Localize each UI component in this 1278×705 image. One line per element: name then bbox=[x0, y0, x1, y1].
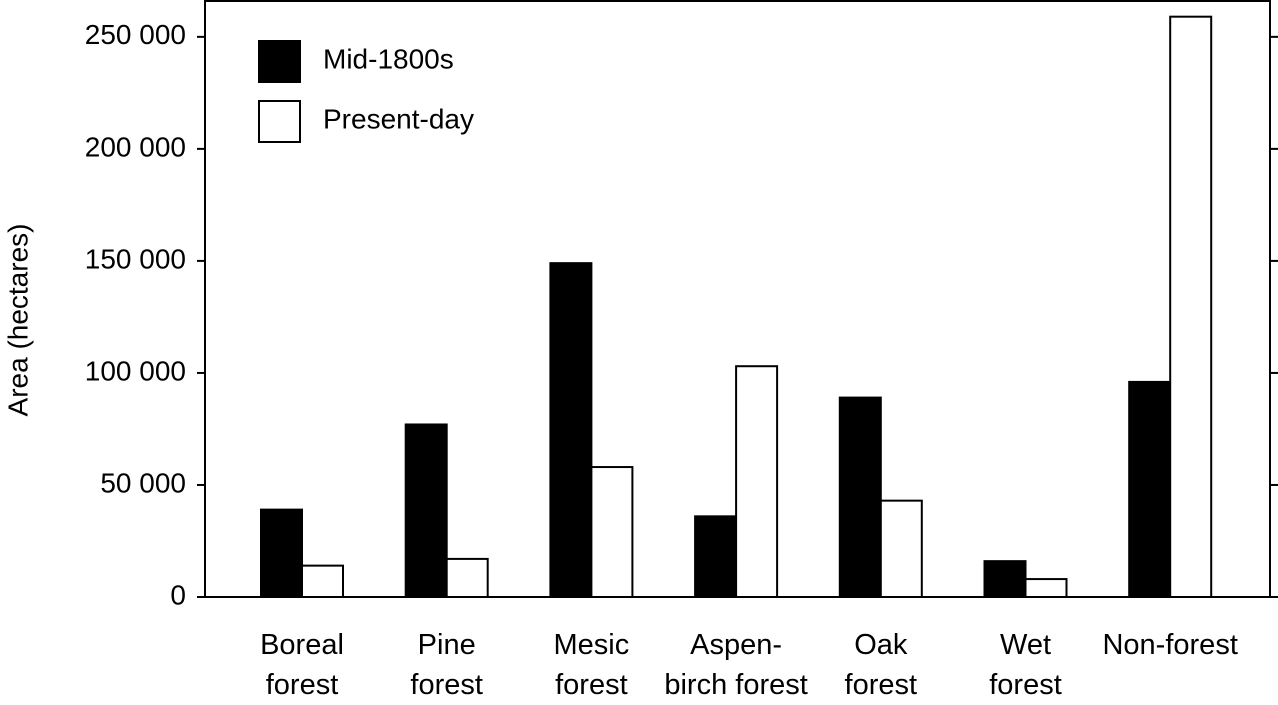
y-tick-label: 100 000 bbox=[85, 355, 186, 386]
bar bbox=[838, 396, 882, 598]
legend-swatch bbox=[258, 100, 301, 143]
bar bbox=[694, 515, 738, 598]
bar bbox=[590, 466, 634, 598]
plot-frame bbox=[204, 0, 1271, 598]
x-tick-label: Aspen- birch forest bbox=[664, 629, 808, 701]
bar bbox=[879, 499, 923, 599]
legend-label: Present-day bbox=[323, 103, 474, 134]
bar bbox=[445, 557, 489, 599]
bar bbox=[1128, 380, 1172, 598]
y-axis-title: Area (hectares) bbox=[2, 224, 33, 417]
x-tick-label: Mesic forest bbox=[553, 629, 630, 701]
bar bbox=[983, 560, 1027, 599]
bar bbox=[301, 564, 344, 599]
legend-label: Mid-1800s bbox=[323, 43, 454, 74]
y-tick-label: 50 000 bbox=[100, 467, 186, 498]
bar bbox=[549, 262, 593, 598]
y-tick-label: 250 000 bbox=[85, 19, 186, 50]
bar bbox=[735, 365, 779, 598]
y-tick-label: 200 000 bbox=[85, 131, 186, 162]
legend-swatch bbox=[258, 40, 301, 83]
x-tick-label: Oak forest bbox=[844, 629, 918, 701]
y-tick-label: 150 000 bbox=[85, 243, 186, 274]
x-tick-label: Non-forest bbox=[1102, 629, 1238, 661]
x-tick-label: Pine forest bbox=[410, 629, 483, 701]
bar bbox=[1169, 15, 1213, 599]
bar bbox=[1024, 578, 1068, 599]
y-tick-label: 0 bbox=[170, 579, 186, 610]
bar bbox=[404, 423, 448, 599]
x-tick-label: Boreal forest bbox=[260, 629, 344, 701]
x-tick-label: Wet forest bbox=[989, 629, 1062, 701]
bar bbox=[260, 508, 303, 599]
